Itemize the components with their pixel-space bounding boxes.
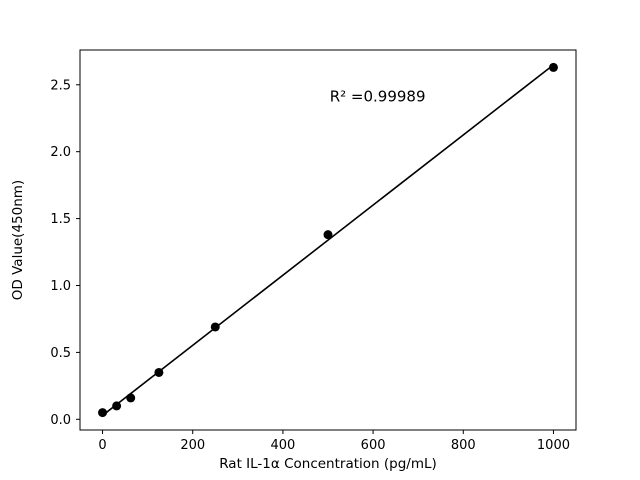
- data-point: [154, 367, 164, 377]
- x-tick-label: 800: [451, 438, 476, 453]
- r-squared-annotation: R² =0.99989: [330, 87, 426, 105]
- fit-line: [102, 64, 554, 417]
- data-point: [112, 401, 122, 411]
- data-point: [210, 322, 220, 332]
- y-tick-label: 0.0: [50, 413, 71, 428]
- data-point: [98, 408, 108, 418]
- x-tick-label: 1000: [537, 438, 570, 453]
- x-tick-label: 0: [98, 438, 106, 453]
- x-tick-label: 600: [361, 438, 386, 453]
- plot-border: [79, 49, 577, 431]
- data-point: [126, 393, 136, 403]
- data-point: [323, 230, 333, 240]
- y-tick-label: 2.0: [50, 145, 71, 160]
- y-tick-label: 1.0: [50, 279, 71, 294]
- y-tick-label: 1.5: [50, 212, 71, 227]
- y-axis-label: OD Value(450nm): [10, 180, 26, 300]
- y-tick-label: 0.5: [50, 346, 71, 361]
- x-axis-label: Rat IL-1α Concentration (pg/mL): [219, 456, 437, 472]
- x-tick-label: 400: [270, 438, 295, 453]
- x-tick-label: 200: [180, 438, 205, 453]
- data-point: [548, 62, 558, 72]
- y-tick-label: 2.5: [50, 78, 71, 93]
